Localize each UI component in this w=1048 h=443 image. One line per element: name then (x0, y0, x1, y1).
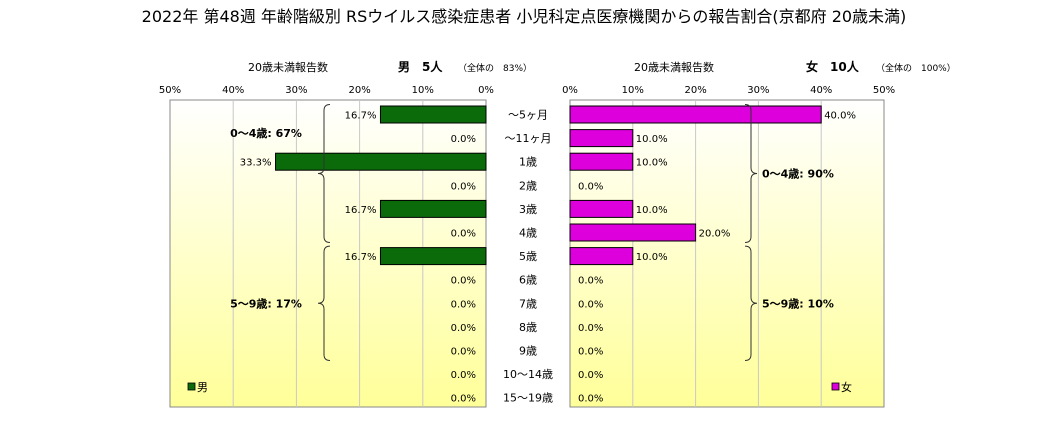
male-panel: 0% 10% 20% 30% 40% 50% 20歳未満報告数 男 5人 （全体の 83%） 16… (159, 59, 532, 408)
male-value-label: 0.0% (451, 323, 476, 334)
female-group-brace (744, 104, 758, 243)
female-bar (569, 199, 634, 218)
female-bar (569, 129, 634, 148)
category-label: 15～19歳 (503, 392, 553, 405)
male-tick-label: 10% (412, 85, 434, 96)
category-label: 5歳 (519, 250, 537, 263)
category-label: 4歳 (519, 227, 537, 240)
female-value-label: 0.0% (578, 323, 603, 334)
female-tick-label: 30% (747, 85, 769, 96)
female-group-brace (744, 245, 758, 361)
category-label: 10～14歳 (503, 368, 553, 381)
male-value-label: 16.7% (345, 205, 377, 216)
male-bar (379, 199, 487, 218)
male-total-note: （全体の 83%） (458, 62, 532, 74)
male-tick-label: 20% (348, 85, 370, 96)
female-value-label: 0.0% (578, 347, 603, 358)
male-tick-label: 40% (222, 85, 244, 96)
female-group-label: 0～4歳: 90% (762, 167, 834, 181)
female-value-label: 0.0% (578, 370, 603, 381)
female-tick-label: 40% (810, 85, 832, 96)
female-value-label: 0.0% (578, 299, 603, 310)
category-label: 3歳 (519, 203, 537, 216)
female-value-label: 20.0% (699, 229, 731, 240)
male-legend-label: 男 (197, 381, 208, 394)
female-group-label: 5～9歳: 10% (762, 296, 834, 310)
male-value-label: 0.0% (451, 394, 476, 405)
female-bar (569, 247, 634, 266)
category-label: 1歳 (519, 156, 537, 169)
male-value-label: 0.0% (451, 276, 476, 287)
male-legend-swatch (187, 382, 196, 391)
category-label: ～11ヶ月 (505, 132, 552, 145)
female-tick-label: 20% (684, 85, 706, 96)
female-total-note: （全体の 100%） (876, 62, 956, 74)
category-label: 9歳 (519, 345, 537, 358)
male-value-label: 16.7% (345, 252, 377, 263)
male-group-brace (317, 245, 331, 361)
male-value-label: 33.3% (240, 158, 272, 169)
male-bar (379, 105, 487, 124)
female-tick-label: 50% (873, 85, 895, 96)
female-value-label: 10.0% (636, 158, 668, 169)
female-bar (569, 152, 634, 171)
male-bar (275, 152, 487, 171)
female-legend-label: 女 (841, 380, 852, 394)
male-value-label: 0.0% (451, 370, 476, 381)
female-value-label: 10.0% (636, 134, 668, 145)
male-sub-label: 20歳未満報告数 (248, 61, 328, 74)
female-value-label: 10.0% (636, 252, 668, 263)
female-value-label: 40.0% (824, 111, 856, 122)
male-group-label: 0～4歳: 67% (230, 126, 302, 140)
category-label: 6歳 (519, 274, 537, 287)
category-label: 8歳 (519, 321, 537, 334)
female-bar (569, 105, 822, 124)
female-header-label: 女 10人 (806, 59, 860, 74)
female-value-label: 0.0% (578, 181, 603, 192)
male-value-label: 0.0% (451, 181, 476, 192)
female-tick-label: 0% (562, 85, 578, 96)
female-value-label: 10.0% (636, 205, 668, 216)
female-value-label: 0.0% (578, 276, 603, 287)
female-value-label: 0.0% (578, 394, 603, 405)
category-labels: ～5ヶ月 ～11ヶ月 1歳 2歳 3歳 4歳 5歳 6歳 7歳 8歳 9歳 10～14歳 15～19歳 (503, 109, 553, 405)
chart-title: 2022年 第48週 年齢階級別 RSウイルス感染症患者 小児科定点医療機関から… (142, 7, 907, 26)
male-tick-label: 30% (285, 85, 307, 96)
male-value-label: 0.0% (451, 347, 476, 358)
male-tick-label: 0% (478, 85, 494, 96)
male-header-label: 男 5人 (398, 59, 443, 74)
male-bar (379, 247, 487, 266)
female-tick-label: 10% (622, 85, 644, 96)
male-value-label: 0.0% (451, 229, 476, 240)
female-bar (569, 223, 697, 242)
category-label: ～5ヶ月 (508, 109, 548, 122)
male-value-label: 16.7% (345, 111, 377, 122)
male-group-label: 5～9歳: 17% (230, 296, 302, 310)
female-legend-swatch (831, 382, 840, 391)
male-group-brace (317, 104, 331, 243)
male-value-label: 0.0% (451, 134, 476, 145)
female-sub-label: 20歳未満報告数 (634, 61, 714, 74)
category-label: 2歳 (519, 179, 537, 192)
category-label: 7歳 (519, 297, 537, 310)
male-tick-label: 50% (159, 85, 181, 96)
male-value-label: 0.0% (451, 299, 476, 310)
female-panel: 0% 10% 20% 30% 40% 50% 20歳未満報告数 女 10人 （全体の 100%）… (562, 59, 956, 408)
